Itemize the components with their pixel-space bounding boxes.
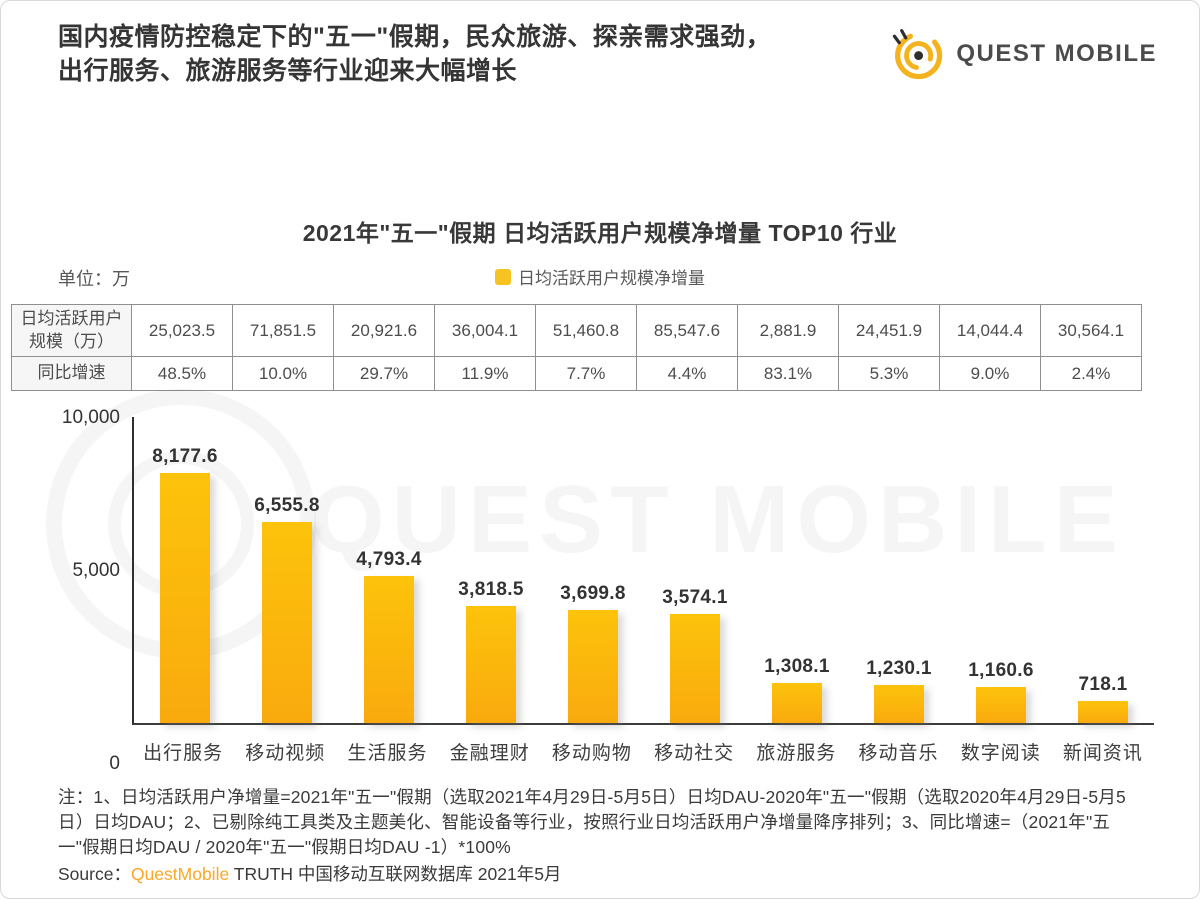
bar-value-label: 3,699.8 <box>560 582 626 604</box>
y-axis-tick-5000: 5,000 <box>72 560 120 581</box>
bar-slot: 718.1 <box>1052 417 1154 723</box>
table-row: 同比增速 48.5% 10.0% 29.7% 11.9% 7.7% 4.4% 83.1% 5.3… <box>11 356 1142 391</box>
chart-meta-row: 单位：万 日均活跃用户规模净增量 <box>1 264 1199 290</box>
bar-chart-plot: 8,177.6 6,555.8 4,793.4 3,818.5 3,699.8 3,574… <box>132 417 1154 725</box>
table-cell: 83.1% <box>737 356 839 391</box>
x-axis-category-label: 数字阅读 <box>960 743 1041 764</box>
bar-value-label: 8,177.6 <box>152 445 218 467</box>
bar-value-label: 1,160.6 <box>968 660 1034 682</box>
table-cell: 9.0% <box>939 356 1041 391</box>
x-axis-category-label: 移动社交 <box>654 743 735 764</box>
bar-旅游服务 <box>772 682 822 723</box>
table-cell: 48.5% <box>131 356 233 391</box>
questmobile-logo-text: QUEST MOBILE <box>956 40 1157 67</box>
table-cell: 24,451.9 <box>838 304 940 357</box>
table-cell: 7.7% <box>535 356 637 391</box>
table-row-label: 日均活跃用户规模（万） <box>11 304 132 357</box>
bar-出行服务 <box>160 472 210 723</box>
bar-金融理财 <box>466 606 516 723</box>
bar-新闻资讯 <box>1078 701 1128 723</box>
x-axis-category-label: 生活服务 <box>347 743 428 764</box>
table-cell: 2,881.9 <box>737 304 839 357</box>
table-cell: 85,547.6 <box>636 304 738 357</box>
footnotes: 注：1、日均活跃用户净增量=2021年"五一"假期（选取2021年4月29日-5… <box>58 787 1126 857</box>
headline-line1: 国内疫情防控稳定下的"五一"假期，民众旅游、探亲需求强劲， <box>58 23 772 51</box>
bar-slot: 1,160.6 <box>950 417 1052 723</box>
bar-value-label: 1,308.1 <box>764 655 830 677</box>
table-cell: 25,023.5 <box>131 304 233 357</box>
source-prefix: Source： <box>58 863 131 884</box>
table-cell: 29.7% <box>333 356 435 391</box>
bar-slot: 8,177.6 <box>134 417 236 723</box>
table-cell: 4.4% <box>636 356 738 391</box>
questmobile-logo-icon <box>893 29 943 80</box>
source-brand: QuestMobile <box>130 863 230 884</box>
bar-value-label: 1,230.1 <box>866 658 932 680</box>
x-axis-labels: 出行服务 移动视频 生活服务 金融理财 移动购物 移动社交 旅游服务 移动音乐 数字阅读 新闻资讯 <box>132 725 1154 765</box>
table-row: 日均活跃用户规模（万） 25,023.5 71,851.5 20,921.6 36,00… <box>11 304 1142 357</box>
table-cell: 20,921.6 <box>333 304 435 357</box>
bar-移动社交 <box>670 613 720 723</box>
y-axis-tick-0: 0 <box>109 753 120 774</box>
x-axis-category-label: 移动视频 <box>245 743 326 764</box>
y-axis-tick-10000: 10,000 <box>61 407 120 428</box>
table-cell: 5.3% <box>838 356 940 391</box>
x-axis-category-label: 出行服务 <box>143 743 224 764</box>
bar-value-label: 6,555.8 <box>254 495 320 517</box>
table-cell: 71,851.5 <box>232 304 334 357</box>
bar-数字阅读 <box>976 687 1026 723</box>
headline-line2: 出行服务、旅游服务等行业迎来大幅增长 <box>58 56 518 85</box>
table-cell: 51,460.8 <box>535 304 637 357</box>
x-axis-category-label: 移动购物 <box>551 743 632 764</box>
bar-移动音乐 <box>874 685 924 723</box>
stats-table: 日均活跃用户规模（万） 25,023.5 71,851.5 20,921.6 36,00… <box>11 304 1142 391</box>
bar-slot: 1,230.1 <box>848 417 950 723</box>
bar-value-label: 3,574.1 <box>662 586 728 608</box>
source-line: Source：QuestMobile TRUTH 中国移动互联网数据库 2021… <box>58 861 1142 886</box>
bar-生活服务 <box>364 576 414 723</box>
unit-label: 单位：万 <box>58 269 130 289</box>
x-axis-category-label: 金融理财 <box>449 743 530 764</box>
questmobile-logo: QUEST MOBILE <box>888 25 1157 83</box>
bar-value-label: 4,793.4 <box>356 549 422 571</box>
bar-slot: 3,699.8 <box>542 417 644 723</box>
bar-value-label: 3,818.5 <box>458 579 524 601</box>
table-cell: 2.4% <box>1040 356 1142 391</box>
chart-legend: 日均活跃用户规模净增量 <box>1 264 1199 289</box>
page-header: 国内疫情防控稳定下的"五一"假期，民众旅游、探亲需求强劲， 出行服务、旅游服务等… <box>1 1 1199 88</box>
bar-移动视频 <box>262 522 312 723</box>
bar-slot: 1,308.1 <box>746 417 848 723</box>
bar-移动购物 <box>568 609 618 723</box>
chart-title: 2021年"五一"假期 日均活跃用户规模净增量 TOP10 行业 <box>302 220 898 246</box>
bar-value-label: 718.1 <box>1078 674 1128 696</box>
x-axis-category-label: 移动音乐 <box>858 743 939 764</box>
bar-slot: 4,793.4 <box>338 417 440 723</box>
bar-slot: 6,555.8 <box>236 417 338 723</box>
stats-table-body: 日均活跃用户规模（万） 25,023.5 71,851.5 20,921.6 36,00… <box>11 304 1142 391</box>
x-axis-category-label: 新闻资讯 <box>1062 743 1143 764</box>
legend-label: 日均活跃用户规模净增量 <box>518 269 705 288</box>
table-cell: 14,044.4 <box>939 304 1041 357</box>
bar-chart-region: QUEST MOBILE 10,000 5,000 0 8,177.66,555… <box>46 389 1154 774</box>
table-cell: 11.9% <box>434 356 536 391</box>
legend-swatch-icon <box>495 268 511 285</box>
table-cell: 36,004.1 <box>434 304 536 357</box>
bar-slot: 3,574.1 <box>644 417 746 723</box>
bar-slot: 3,818.5 <box>440 417 542 723</box>
stats-table-wrap: 日均活跃用户规模（万） 25,023.5 71,851.5 20,921.6 36,00… <box>11 304 1142 391</box>
x-axis-category-label: 旅游服务 <box>756 743 837 764</box>
source-suffix: TRUTH 中国移动互联网数据库 2021年5月 <box>229 863 562 884</box>
page-title: 国内疫情防控稳定下的"五一"假期，民众旅游、探亲需求强劲， 出行服务、旅游服务等… <box>58 21 771 88</box>
table-cell: 10.0% <box>232 356 334 391</box>
table-row-label: 同比增速 <box>11 356 132 391</box>
table-cell: 30,564.1 <box>1040 304 1142 357</box>
